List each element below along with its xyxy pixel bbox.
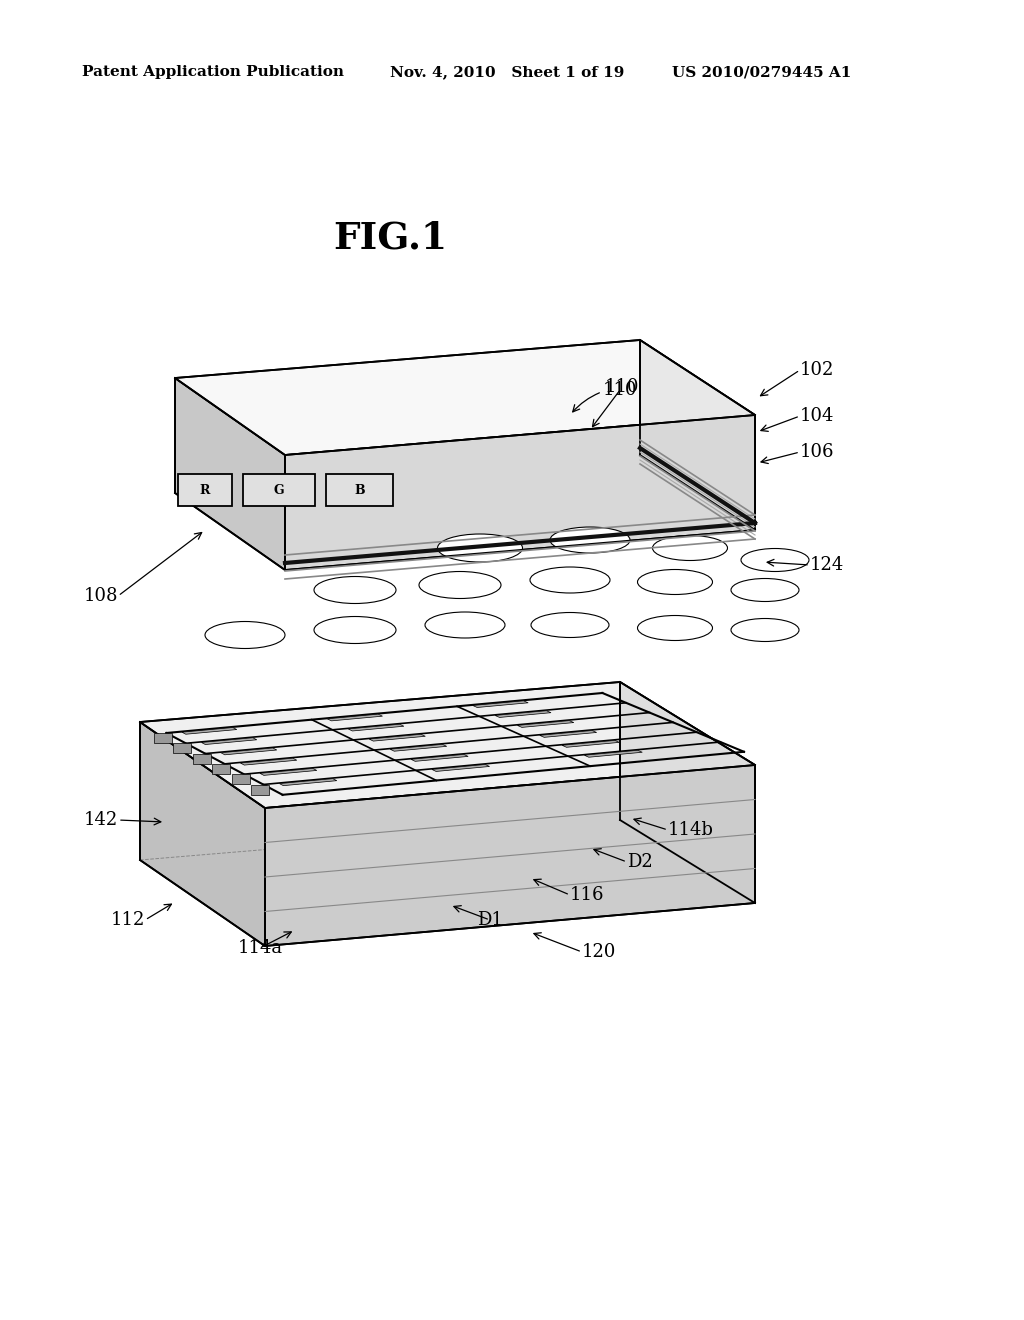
- Polygon shape: [640, 341, 755, 531]
- Polygon shape: [241, 758, 297, 766]
- Polygon shape: [517, 721, 573, 727]
- Polygon shape: [328, 714, 383, 721]
- Polygon shape: [411, 755, 468, 762]
- Polygon shape: [140, 682, 755, 808]
- Text: FIG.1: FIG.1: [333, 219, 447, 256]
- Text: 114a: 114a: [238, 939, 283, 957]
- Text: D2: D2: [627, 853, 652, 871]
- Ellipse shape: [419, 572, 501, 598]
- Polygon shape: [193, 754, 211, 764]
- Text: 104: 104: [800, 407, 835, 425]
- Polygon shape: [251, 784, 269, 795]
- Ellipse shape: [314, 616, 396, 644]
- Polygon shape: [173, 743, 191, 754]
- Text: 120: 120: [582, 942, 616, 961]
- Polygon shape: [620, 682, 755, 903]
- Text: 124: 124: [810, 556, 844, 574]
- Ellipse shape: [530, 568, 610, 593]
- Text: 108: 108: [84, 587, 118, 605]
- Polygon shape: [348, 725, 403, 731]
- Ellipse shape: [638, 569, 713, 594]
- Text: 116: 116: [570, 886, 604, 904]
- Polygon shape: [369, 734, 425, 741]
- Polygon shape: [243, 474, 315, 506]
- Polygon shape: [285, 414, 755, 570]
- Text: G: G: [273, 483, 285, 496]
- Polygon shape: [432, 764, 489, 771]
- Ellipse shape: [652, 536, 727, 561]
- Text: 142: 142: [84, 810, 118, 829]
- Text: Nov. 4, 2010   Sheet 1 of 19: Nov. 4, 2010 Sheet 1 of 19: [390, 65, 625, 79]
- Text: B: B: [354, 483, 365, 496]
- Polygon shape: [540, 730, 597, 738]
- Text: US 2010/0279445 A1: US 2010/0279445 A1: [672, 65, 851, 79]
- Polygon shape: [260, 768, 316, 775]
- Ellipse shape: [314, 577, 396, 603]
- Ellipse shape: [741, 549, 809, 572]
- Polygon shape: [175, 341, 755, 455]
- Polygon shape: [175, 378, 285, 570]
- Polygon shape: [495, 710, 551, 718]
- Polygon shape: [202, 738, 257, 744]
- Ellipse shape: [531, 612, 609, 638]
- Polygon shape: [585, 750, 642, 758]
- Polygon shape: [265, 766, 755, 946]
- Polygon shape: [562, 741, 620, 747]
- Text: 110: 110: [572, 378, 639, 412]
- Text: 102: 102: [800, 360, 835, 379]
- Ellipse shape: [731, 619, 799, 642]
- Polygon shape: [473, 701, 528, 708]
- Text: R: R: [200, 483, 210, 496]
- Ellipse shape: [437, 535, 522, 562]
- Polygon shape: [390, 744, 446, 751]
- Text: D1: D1: [477, 911, 503, 929]
- Polygon shape: [221, 748, 276, 755]
- Text: 114b: 114b: [668, 821, 714, 840]
- Polygon shape: [280, 779, 337, 785]
- Text: 110: 110: [603, 381, 637, 399]
- Ellipse shape: [205, 622, 285, 648]
- Text: 112: 112: [111, 911, 145, 929]
- Ellipse shape: [731, 578, 799, 602]
- Ellipse shape: [425, 612, 505, 638]
- Polygon shape: [212, 764, 230, 774]
- Polygon shape: [178, 474, 232, 506]
- Polygon shape: [140, 722, 265, 946]
- Ellipse shape: [638, 615, 713, 640]
- Polygon shape: [154, 733, 172, 743]
- Polygon shape: [231, 775, 250, 784]
- Text: Patent Application Publication: Patent Application Publication: [82, 65, 344, 79]
- Polygon shape: [326, 474, 393, 506]
- Polygon shape: [182, 727, 237, 734]
- Text: 106: 106: [800, 444, 835, 461]
- Ellipse shape: [550, 527, 630, 553]
